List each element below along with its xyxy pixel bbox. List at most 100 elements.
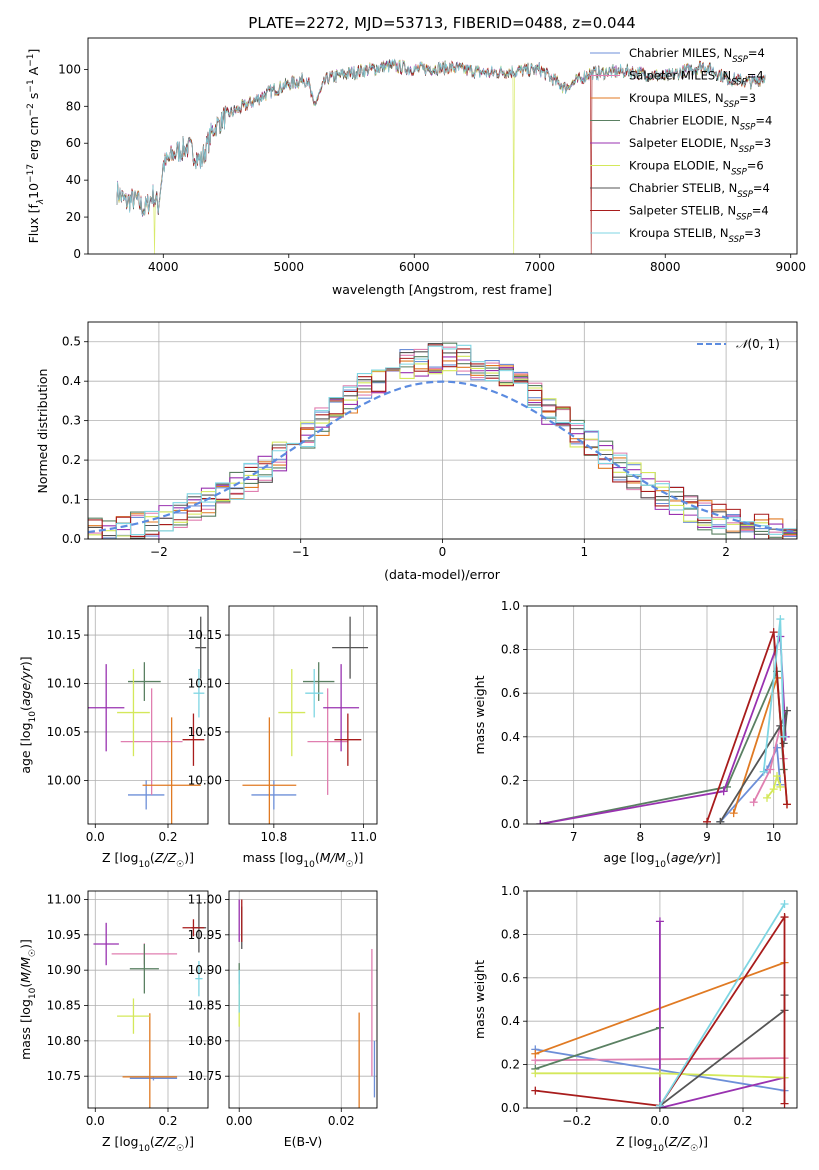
y-axis-label: Flux [fλ10−17 erg cm−2 s−1 A−1]	[26, 49, 46, 244]
errorbar-point	[88, 664, 125, 752]
y-tick-label: 0.3	[62, 414, 81, 428]
y-tick-label: 11.00	[188, 892, 222, 906]
weight-vs-metallicity-panel: −0.2 0.0 0.2 0.0 0.2 0.4 0.6 0.8 1.0 Z [log10(Z/Z…	[472, 884, 798, 1154]
x-tick-label: −2	[150, 545, 168, 559]
weight-series	[655, 900, 789, 1108]
x-tick-label: 4000	[148, 260, 179, 274]
weight-line	[535, 914, 786, 1107]
y-tick-label: 0.0	[501, 817, 520, 831]
y-tick-label: 0.1	[62, 493, 81, 507]
errorbar-point	[303, 662, 335, 701]
x-tick-label: 1	[580, 545, 588, 559]
weight-marker	[719, 787, 728, 796]
y-tick-label: 20	[66, 210, 81, 224]
weight-marker	[531, 1049, 540, 1058]
mass-vs-ebv-panel: 0.00 0.02 10.75 10.80 10.85 10.90 10.95 11.00 E(…	[188, 890, 378, 1149]
errorbar-point	[195, 960, 203, 997]
weight-marker	[780, 900, 789, 909]
weight-line	[659, 903, 786, 1107]
y-tick-label: 0	[73, 247, 81, 261]
y-tick-label: 0.8	[501, 643, 520, 657]
y-tick-label: 1.0	[501, 599, 520, 613]
y-tick-label: 10.80	[188, 1034, 222, 1048]
y-tick-label: 0.5	[62, 335, 81, 349]
normal-reference-curve	[88, 380, 797, 534]
y-axis-label: Normed distribution	[35, 369, 50, 494]
y-tick-label: 10.75	[47, 1069, 81, 1083]
histogram-step	[88, 356, 797, 539]
weight-marker	[769, 785, 778, 794]
errorbar-point	[120, 688, 183, 795]
weight-marker	[780, 1099, 789, 1108]
age-vs-mass-panel: 10.8 11.0 10.00 10.05 10.10 10.15 mass [log10(…	[188, 605, 378, 870]
axes-frame	[87, 605, 209, 825]
x-axis-label: Z [log10(Z/Z☉)]	[102, 1134, 194, 1154]
x-tick-label: 2	[722, 545, 730, 559]
axes-frame	[87, 890, 209, 1109]
legend-entry: Chabrier ELODIE, NSSP=4	[629, 114, 772, 133]
weight-marker	[780, 913, 789, 922]
legend-entry: Chabrier MILES, NSSP=4	[629, 46, 765, 65]
plot-area	[93, 903, 207, 1108]
x-tick-label: 0.0	[86, 1114, 105, 1128]
y-axis-label: mass [log10(M/M☉)]	[18, 939, 38, 1060]
weight-line	[659, 921, 785, 1108]
y-tick-label: 10.10	[47, 677, 81, 691]
weight-series	[703, 628, 791, 824]
axes-frame	[228, 605, 378, 825]
y-tick-label: 10.90	[188, 963, 222, 977]
x-tick-label: 0	[439, 545, 447, 559]
x-tick-label: 10	[766, 830, 781, 844]
weight-line	[535, 1026, 661, 1070]
weight-marker	[773, 743, 781, 752]
legend-entry: Kroupa ELODIE, NSSP=6	[629, 159, 764, 178]
weight-marker	[783, 800, 791, 809]
weight-vs-age-panel: 7 8 9 10 0.0 0.2 0.4 0.6 0.8 1.0 age [log10(age/yr…	[472, 599, 798, 870]
y-tick-label: 0.4	[62, 374, 81, 388]
age-vs-metallicity-panel: 0.0 0.2 10.00 10.05 10.10 10.15 Z [log10(Z/Z☉)…	[18, 605, 209, 870]
weight-marker	[769, 628, 778, 637]
weight-line	[540, 636, 787, 824]
legend-entry: Kroupa MILES, NSSP=3	[629, 91, 756, 110]
x-tick-label: 0.2	[733, 1114, 752, 1128]
weight-marker	[783, 706, 791, 715]
errorbar-point	[142, 717, 201, 824]
y-tick-label: 0.2	[501, 773, 520, 787]
errorbar-point	[195, 616, 207, 679]
axes-frame	[228, 890, 378, 1109]
x-axis-label: Z [log10(Z/Z☉)]	[616, 1134, 708, 1154]
spectrum-line	[116, 59, 766, 254]
plot-area	[242, 616, 369, 824]
y-axis-label: mass weight	[472, 675, 487, 754]
y-tick-label: 10.10	[188, 677, 222, 691]
errorbar-point	[307, 688, 348, 795]
x-tick-label: −1	[292, 545, 310, 559]
x-axis-label: mass [log10(M/M☉)]	[243, 850, 364, 870]
errorbar-point	[93, 922, 119, 966]
x-axis-label: Z [log10(Z/Z☉)]	[102, 850, 194, 870]
errorbar-point	[323, 664, 360, 752]
weight-marker	[773, 772, 781, 781]
y-tick-label: 0.6	[501, 686, 520, 700]
x-tick-label: 0.02	[328, 1114, 355, 1128]
legend-entry: Salpeter MILES, NSSP=4	[629, 69, 764, 88]
axes-frame	[526, 890, 798, 1109]
errorbar-point	[129, 944, 159, 994]
y-axis-label: age [log10(age/yr)]	[18, 656, 38, 773]
x-tick-label: 9	[703, 830, 711, 844]
y-tick-label: 1.0	[501, 884, 520, 898]
x-axis-label: (data-model)/error	[384, 567, 501, 582]
histogram-step	[88, 344, 797, 539]
legend-entry: Kroupa STELIB, NSSP=3	[629, 226, 761, 245]
weight-marker	[655, 1101, 664, 1108]
y-tick-label: 10.85	[47, 999, 81, 1013]
x-axis-label: wavelength [Angstrom, rest frame]	[332, 282, 552, 297]
y-tick-label: 0.8	[501, 927, 520, 941]
y-tick-label: 80	[66, 99, 81, 113]
y-tick-label: 10.75	[188, 1069, 222, 1083]
legend-entry: Chabrier STELIB, NSSP=4	[629, 181, 770, 200]
y-tick-label: 10.00	[47, 773, 81, 787]
y-tick-label: 0.4	[501, 730, 520, 744]
plot-area	[88, 616, 207, 824]
y-tick-label: 10.00	[188, 773, 222, 787]
